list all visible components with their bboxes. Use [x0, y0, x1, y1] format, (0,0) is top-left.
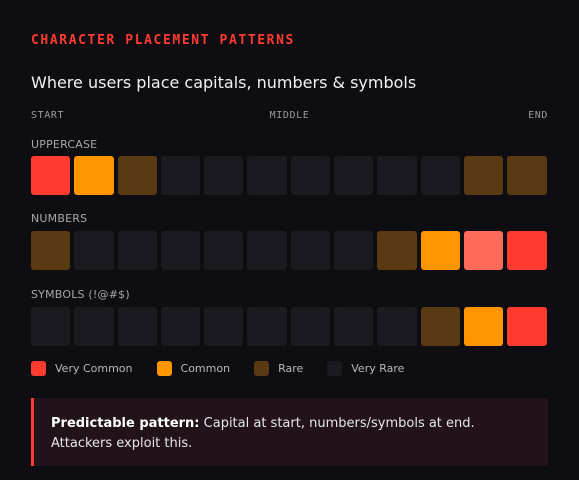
heatmap-cell [420, 307, 460, 346]
callout-heading: Predictable pattern: [51, 416, 200, 431]
row-label-uppercase: UPPERCASE [31, 138, 98, 151]
legend-label-rare: Rare [278, 362, 304, 375]
legend-swatch-rare [254, 361, 270, 376]
subtitle: Where users place capitals, numbers & sy… [31, 73, 417, 92]
heatmap-cell [463, 156, 504, 195]
heatmap-cell [31, 156, 71, 195]
heatmap-cell [377, 231, 417, 270]
heatmap-cell [290, 156, 331, 195]
heatmap-cell [160, 156, 201, 195]
axis-middle-label: MIDDLE [269, 110, 310, 121]
heatmap-cell [204, 156, 244, 195]
heatmap-cell [247, 156, 287, 195]
heatmap-cell [117, 156, 157, 195]
heatmap-cell [74, 231, 114, 270]
heatmap-cell [334, 307, 374, 346]
position-axis: START MIDDLE END [31, 110, 548, 124]
legend-item-very-common: Very Common [31, 361, 133, 376]
heatmap-cell [507, 307, 547, 346]
section-title: CHARACTER PLACEMENT PATTERNS [31, 33, 295, 48]
legend-swatch-very-common [31, 361, 46, 376]
heatmap-cell [420, 231, 460, 270]
legend-item-rare: Rare [254, 361, 303, 376]
row-label-symbols: SYMBOLS (!@#$) [31, 288, 130, 301]
numbers-heatmap-row [31, 231, 548, 270]
heatmap-cell [420, 156, 460, 195]
legend-label-very-common: Very Common [55, 362, 133, 375]
callout-text: Capital at start, numbers/symbols at end… [51, 416, 475, 451]
predictable-pattern-callout: Predictable pattern: Capital at start, n… [31, 398, 548, 466]
heatmap-cell [160, 231, 201, 270]
legend-item-common: Common [156, 361, 231, 376]
heatmap-cell [31, 231, 71, 270]
heatmap-cell [247, 307, 287, 346]
heatmap-cell [290, 307, 331, 346]
heatmap-cell [160, 307, 201, 346]
heatmap-cell [117, 307, 157, 346]
legend-swatch-very-rare [327, 361, 343, 376]
legend: Very Common Common Rare Very Rare [31, 361, 428, 376]
uppercase-heatmap-row [31, 156, 548, 195]
heatmap-cell [247, 231, 287, 270]
heatmap-cell [290, 231, 331, 270]
heatmap-cell [31, 307, 71, 346]
legend-item-very-rare: Very Rare [327, 361, 404, 376]
axis-start-label: START [31, 110, 65, 121]
heatmap-cell [204, 307, 244, 346]
axis-end-label: END [528, 110, 548, 121]
heatmap-cell [463, 231, 504, 270]
heatmap-cell [334, 156, 374, 195]
row-label-numbers: NUMBERS [31, 212, 88, 225]
heatmap-cell [377, 156, 417, 195]
heatmap-cell [377, 307, 417, 346]
legend-swatch-common [156, 361, 172, 376]
legend-label-very-rare: Very Rare [351, 362, 405, 375]
legend-label-common: Common [180, 362, 231, 375]
heatmap-cell [463, 307, 504, 346]
heatmap-cell [507, 156, 547, 195]
heatmap-cell [507, 231, 547, 270]
heatmap-cell [74, 307, 114, 346]
heatmap-cell [204, 231, 244, 270]
heatmap-cell [117, 231, 157, 270]
heatmap-cell [74, 156, 114, 195]
symbols-heatmap-row [31, 307, 548, 346]
heatmap-cell [334, 231, 374, 270]
